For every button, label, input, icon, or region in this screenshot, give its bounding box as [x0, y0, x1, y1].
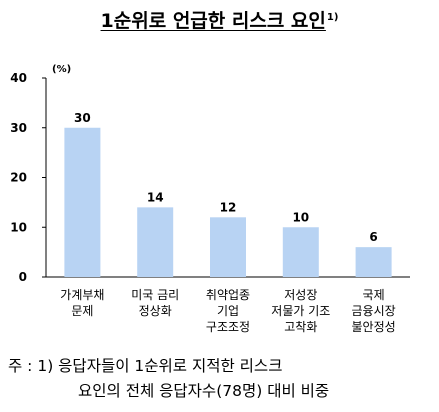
- y-tick-label: 40: [10, 71, 27, 85]
- footnote-line-1: 주 : 1) 응답자들이 1순위로 지적한 리스크: [8, 357, 283, 375]
- bar: [282, 227, 319, 277]
- chart-title-footnote-mark: 1): [326, 11, 339, 23]
- footnote: 주 : 1) 응답자들이 1순위로 지적한 리스크 요인의 전체 응답자수(78…: [8, 354, 329, 404]
- category-label: 저성장 저물가 기조 고착화: [271, 288, 331, 334]
- footnote-line-2: 요인의 전체 응답자수(78명) 대비 비중: [78, 382, 330, 400]
- y-tick-label: 30: [10, 121, 27, 135]
- bar-value-label: 14: [147, 190, 164, 204]
- y-unit-label: (%): [52, 64, 71, 75]
- category-label: 미국 금리 정상화: [131, 288, 180, 318]
- bar: [137, 207, 174, 277]
- bar: [210, 217, 246, 277]
- category-label: 가계부채 문제: [60, 288, 105, 318]
- chart-title-text: 1순위로 언급한 리스크 요인: [100, 10, 326, 32]
- y-tick-label: 10: [10, 220, 27, 234]
- category-label: 국제 금융시장 불안정성: [351, 288, 396, 334]
- bar-value-label: 30: [74, 111, 91, 125]
- bar-value-label: 6: [369, 230, 377, 244]
- category-label: 취약업종 기업 구조조정: [205, 288, 251, 334]
- y-tick-label: 20: [10, 171, 27, 185]
- bar: [64, 127, 101, 277]
- y-tick-label: 0: [19, 270, 27, 284]
- chart-title: 1순위로 언급한 리스크 요인1): [0, 6, 439, 33]
- bar-value-label: 12: [220, 200, 237, 214]
- bar: [355, 247, 392, 277]
- bar-value-label: 10: [292, 210, 309, 224]
